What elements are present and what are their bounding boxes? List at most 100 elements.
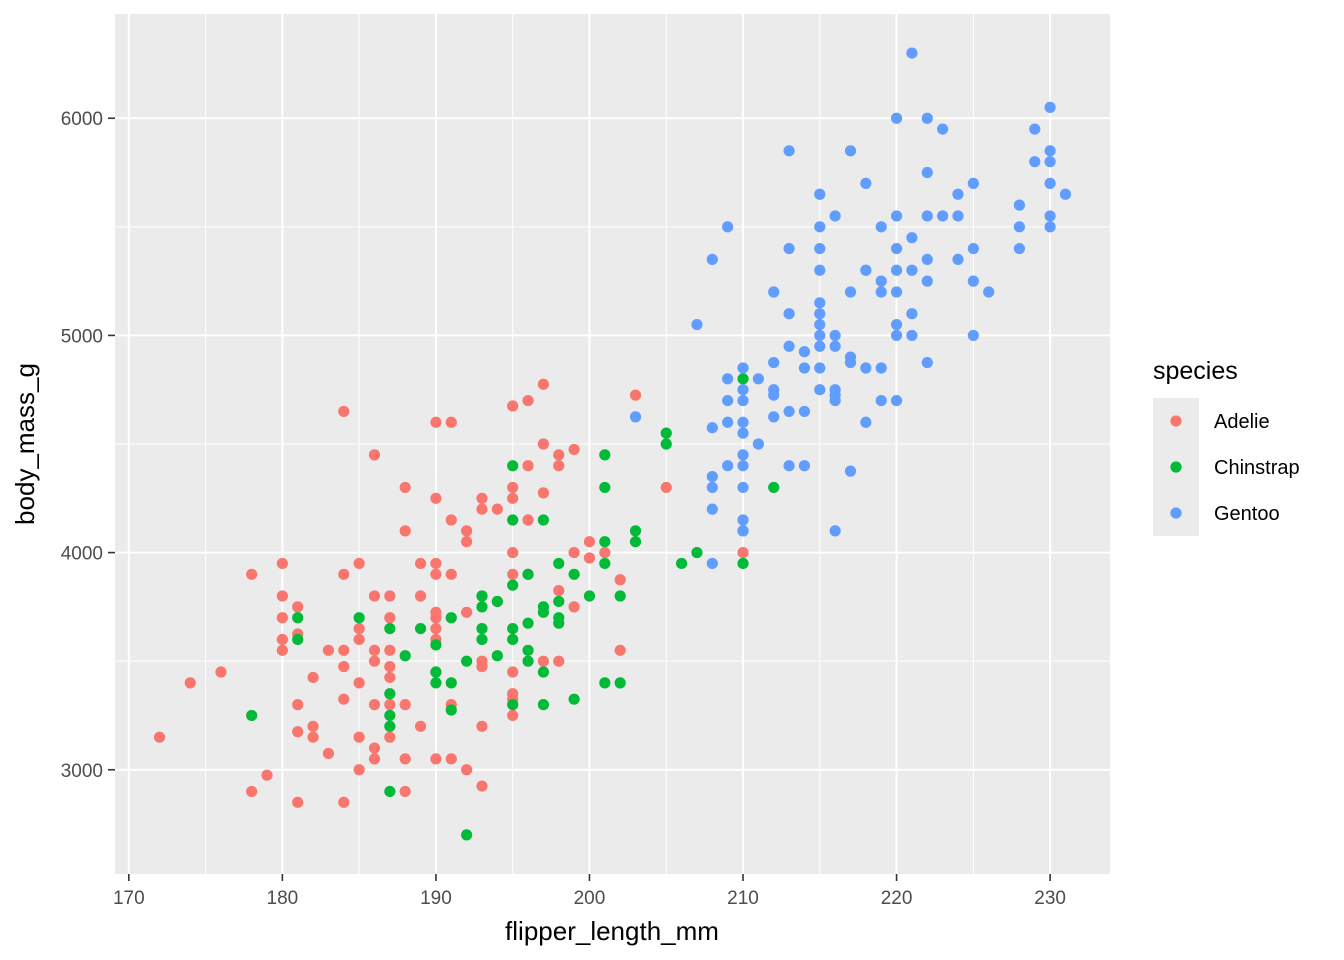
point-adelie <box>384 612 396 624</box>
point-adelie <box>307 731 319 743</box>
point-adelie <box>507 546 519 559</box>
point-adelie <box>507 492 519 504</box>
point-gentoo <box>783 308 795 320</box>
point-chinstrap <box>537 606 550 618</box>
point-gentoo <box>722 460 734 472</box>
point-adelie <box>568 601 580 613</box>
point-adelie <box>430 492 442 504</box>
legend-key-gentoo <box>1170 507 1182 519</box>
point-gentoo <box>937 123 949 135</box>
point-adelie <box>430 622 442 635</box>
point-adelie <box>507 666 519 678</box>
point-gentoo <box>814 188 826 200</box>
point-adelie <box>568 546 580 559</box>
point-adelie <box>461 536 473 548</box>
point-adelie <box>276 612 288 624</box>
point-adelie <box>476 661 488 673</box>
point-adelie <box>476 503 488 515</box>
point-gentoo <box>890 394 903 407</box>
point-gentoo <box>921 275 933 287</box>
point-adelie <box>614 574 626 586</box>
point-gentoo <box>875 286 887 298</box>
point-adelie <box>384 590 396 602</box>
point-chinstrap <box>537 699 550 711</box>
point-gentoo <box>752 373 764 385</box>
point-chinstrap <box>553 617 565 629</box>
y-tick-label: 4000 <box>61 544 103 565</box>
point-adelie <box>430 753 442 765</box>
point-chinstrap <box>507 460 519 472</box>
point-gentoo <box>890 264 903 276</box>
point-gentoo <box>783 242 795 255</box>
point-adelie <box>399 785 411 798</box>
y-tick-label: 6000 <box>61 109 103 130</box>
point-adelie <box>737 546 749 559</box>
point-gentoo <box>906 232 918 244</box>
point-chinstrap <box>384 785 396 798</box>
point-chinstrap <box>414 622 427 635</box>
point-gentoo <box>1013 242 1026 255</box>
point-adelie <box>153 731 166 743</box>
point-gentoo <box>890 286 903 298</box>
point-gentoo <box>860 416 872 428</box>
point-adelie <box>507 481 519 494</box>
legend-title: species <box>1153 357 1238 385</box>
point-chinstrap <box>568 568 580 580</box>
point-gentoo <box>814 362 826 374</box>
point-adelie <box>522 514 534 526</box>
point-adelie <box>338 693 350 705</box>
point-adelie <box>414 557 427 570</box>
point-chinstrap <box>522 644 534 656</box>
point-gentoo <box>783 405 795 418</box>
point-adelie <box>430 612 442 624</box>
point-gentoo <box>722 394 734 407</box>
point-chinstrap <box>491 650 503 662</box>
point-chinstrap <box>476 601 488 613</box>
point-chinstrap <box>384 720 396 732</box>
point-chinstrap <box>660 427 672 439</box>
point-chinstrap <box>399 650 411 662</box>
point-adelie <box>276 633 288 646</box>
point-chinstrap <box>737 373 749 385</box>
legend-label-adelie: Adelie <box>1214 411 1270 433</box>
point-chinstrap <box>353 612 365 624</box>
point-adelie <box>384 731 396 743</box>
point-gentoo <box>798 346 811 358</box>
point-adelie <box>461 525 473 537</box>
point-adelie <box>430 557 442 570</box>
point-gentoo <box>906 47 918 59</box>
point-adelie <box>507 400 519 412</box>
point-adelie <box>322 747 335 760</box>
point-chinstrap <box>292 612 304 624</box>
point-gentoo <box>921 166 933 179</box>
point-adelie <box>522 394 534 407</box>
point-adelie <box>338 405 350 418</box>
point-gentoo <box>829 210 841 222</box>
point-gentoo <box>921 112 933 124</box>
point-adelie <box>292 601 304 613</box>
point-adelie <box>553 460 565 472</box>
point-adelie <box>537 438 550 450</box>
point-adelie <box>445 416 457 428</box>
point-gentoo <box>706 253 718 266</box>
point-chinstrap <box>614 590 626 602</box>
point-adelie <box>476 720 488 732</box>
point-gentoo <box>722 373 734 385</box>
point-adelie <box>414 720 427 732</box>
point-gentoo <box>737 362 749 374</box>
y-tick-label: 3000 <box>61 761 103 782</box>
point-adelie <box>261 769 273 781</box>
point-adelie <box>614 644 626 656</box>
point-gentoo <box>829 525 841 537</box>
point-adelie <box>276 644 288 656</box>
point-gentoo <box>629 411 642 423</box>
point-gentoo <box>860 264 872 276</box>
point-gentoo <box>921 253 933 266</box>
point-gentoo <box>814 264 826 276</box>
point-gentoo <box>844 356 857 369</box>
point-adelie <box>399 525 411 537</box>
point-gentoo <box>722 221 734 233</box>
point-gentoo <box>768 286 780 298</box>
point-gentoo <box>860 362 872 374</box>
point-gentoo <box>768 411 780 423</box>
